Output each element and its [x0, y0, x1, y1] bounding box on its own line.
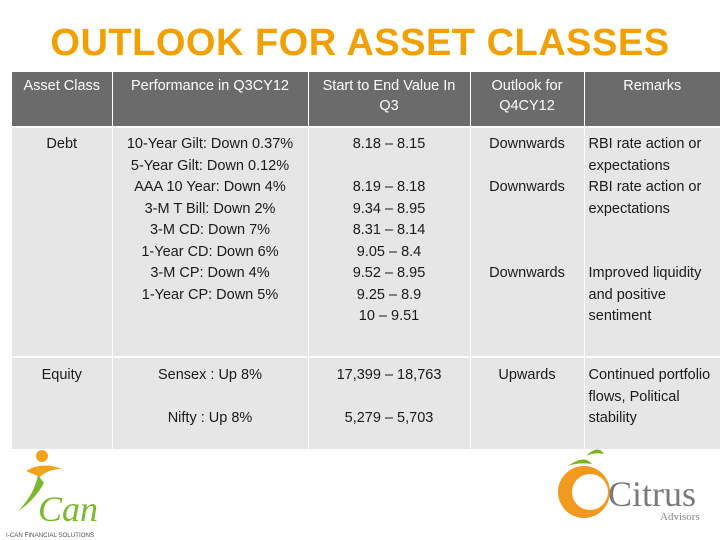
- header-asset-class: Asset Class: [12, 72, 113, 128]
- debt-performance-item: 3-M CP: Down 4%: [150, 265, 270, 281]
- citrus-logo-text: Citrus: [608, 474, 696, 514]
- ican-logo: Can I-CAN FINANCIAL SOLUTIONS: [6, 450, 98, 539]
- debt-value-item: 8.31 – 8.14: [352, 222, 426, 238]
- equity-outlook-cell: Upwards: [470, 357, 585, 449]
- spacer: [475, 156, 580, 178]
- equity-value-item: 5,279 – 5,703: [344, 410, 434, 426]
- citrus-inner: [572, 474, 608, 510]
- debt-remark-item: Improved liquidity and positive sentimen…: [588, 265, 702, 324]
- debt-outlook-cell: Downwards Downwards Downwards: [470, 127, 585, 358]
- debt-value-item: 8.18 – 8.15: [352, 136, 426, 152]
- logo-arms: [26, 465, 62, 477]
- spacer: [313, 156, 466, 178]
- debt-value-item: 10 – 9.51: [358, 308, 420, 324]
- debt-performance-item: 3-M CD: Down 7%: [149, 222, 271, 238]
- citrus-logo-sub: Advisors: [660, 511, 700, 523]
- header-outlook: Outlook for Q4CY12: [470, 72, 585, 128]
- equity-value-item: 17,399 – 18,763: [336, 367, 442, 383]
- spacer: [475, 242, 580, 264]
- debt-outlook-item: Downwards: [489, 179, 565, 195]
- debt-value-item: 9.34 – 8.95: [352, 200, 426, 217]
- debt-value-item: 8.19 – 8.18: [352, 179, 426, 195]
- debt-performance-item: 10-Year Gilt: Down 0.37%: [126, 136, 294, 152]
- equity-performance-item: Sensex : Up 8%: [158, 367, 262, 383]
- debt-outlook-item: Downwards: [489, 265, 565, 281]
- spacer: [589, 242, 717, 264]
- asset-class-equity: Equity: [12, 357, 113, 449]
- equity-remarks-cell: Continued portfolio flows, Political sta…: [584, 357, 720, 449]
- spacer: [475, 220, 580, 242]
- page-title: OUTLOOK FOR ASSET CLASSES: [50, 22, 670, 64]
- header-remarks: Remarks: [584, 72, 720, 128]
- equity-performance-cell: Sensex : Up 8% Nifty : Up 8%: [112, 357, 309, 449]
- spacer: [589, 220, 717, 242]
- debt-performance-item: 1-Year CP: Down 5%: [141, 286, 279, 303]
- debt-value-item: 9.25 – 8.9: [356, 286, 422, 303]
- header-start-end-value: Start to End Value In Q3: [308, 72, 471, 128]
- leaf-icon: [586, 449, 604, 456]
- table-row-equity: Equity Sensex : Up 8% Nifty : Up 8% 17,3…: [12, 357, 720, 449]
- debt-outlook-item: Downwards: [489, 136, 565, 152]
- ican-logo-text: Can: [38, 489, 98, 529]
- debt-value-item: 9.52 – 8.95: [352, 265, 426, 281]
- debt-performance-cell: 10-Year Gilt: Down 0.37% 5-Year Gilt: Do…: [112, 127, 309, 358]
- equity-values-cell: 17,399 – 18,763 5,279 – 5,703: [308, 357, 471, 449]
- debt-values-cell: 8.18 – 8.15 8.19 – 8.18 9.34 – 8.95 8.31…: [308, 127, 471, 358]
- ican-tagline: I-CAN FINANCIAL SOLUTIONS: [6, 532, 94, 539]
- asset-outlook-table: Asset Class Performance in Q3CY12 Start …: [12, 72, 720, 449]
- header-performance: Performance in Q3CY12: [112, 72, 309, 128]
- equity-performance-item: Nifty : Up 8%: [167, 410, 253, 426]
- debt-remark-item: RBI rate action or expectations: [588, 179, 702, 217]
- debt-performance-item: 3-M T Bill: Down 2%: [144, 200, 276, 217]
- debt-value-item: 9.05 – 8.4: [356, 243, 422, 260]
- table-header-row: Asset Class Performance in Q3CY12 Start …: [12, 72, 720, 128]
- logo-head: [36, 450, 48, 462]
- debt-performance-item: 5-Year Gilt: Down 0.12%: [130, 157, 290, 174]
- spacer: [117, 387, 304, 409]
- debt-remarks-cell: RBI rate action or expectations RBI rate…: [584, 127, 720, 358]
- debt-performance-item: 1-Year CD: Down 6%: [141, 243, 279, 260]
- table-row-debt: Debt 10-Year Gilt: Down 0.37% 5-Year Gil…: [12, 127, 720, 358]
- logo-body: [18, 475, 44, 511]
- asset-class-debt: Debt: [12, 127, 113, 358]
- spacer: [475, 199, 580, 221]
- leaf-icon: [568, 459, 592, 466]
- citrus-logo: Citrus Advisors: [558, 449, 700, 523]
- debt-remark-item: RBI rate action or expectations: [588, 136, 702, 174]
- debt-performance-item: AAA 10 Year: Down 4%: [134, 179, 286, 195]
- spacer: [313, 387, 466, 409]
